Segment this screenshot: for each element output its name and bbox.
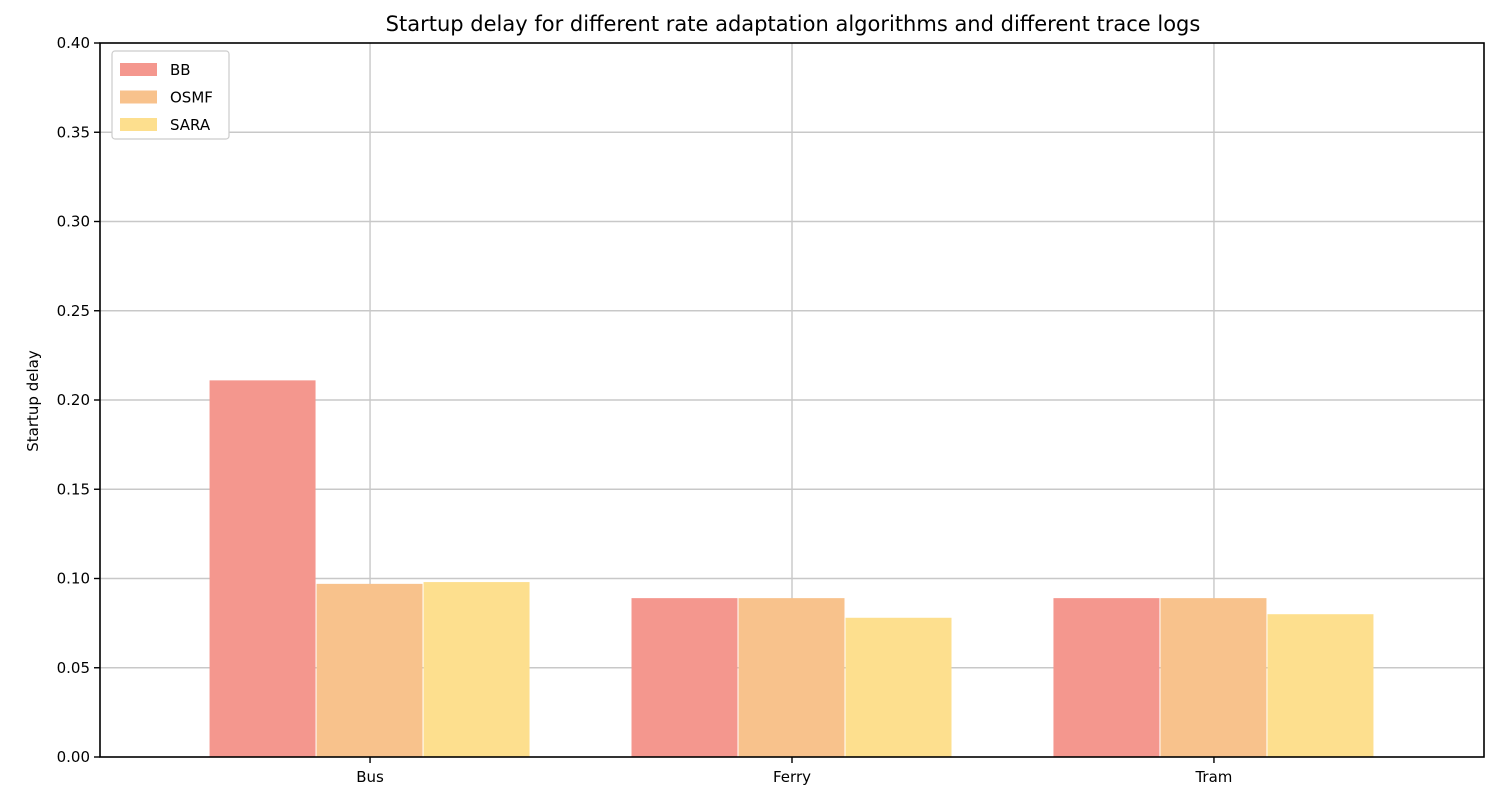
legend-label-bb: BB [170,61,191,79]
bar-bb-bus [209,380,316,757]
bar-bb-tram [1053,598,1160,757]
x-tick-label: Ferry [773,768,811,786]
legend-label-osmf: OSMF [170,89,213,107]
y-tick-label: 0.25 [57,302,90,320]
y-tick-label: 0.35 [57,123,90,141]
y-tick-label: 0.30 [57,213,90,231]
legend-swatch-sara [120,118,157,131]
bar-sara-tram [1267,614,1374,757]
y-tick-label: 0.15 [57,480,90,498]
axis-ticks: 0.00 0.05 0.10 0.15 0.20 0.25 0.30 0.35 0.40 Bus F… [57,34,1233,786]
bar-osmf-bus [316,583,423,757]
legend-label-sara: SARA [170,116,211,134]
y-tick-label: 0.00 [57,748,90,766]
bar-sara-bus [423,582,530,757]
bar-sara-ferry [845,617,952,757]
legend-swatch-bb [120,63,157,76]
y-tick-label: 0.40 [57,34,90,52]
x-tick-label: Bus [356,768,384,786]
y-tick-label: 0.05 [57,659,90,677]
bar-osmf-tram [1160,598,1267,757]
y-tick-label: 0.20 [57,391,90,409]
y-tick-label: 0.10 [57,570,90,588]
x-tick-label: Tram [1194,768,1232,786]
chart-title: Startup delay for different rate adaptat… [386,12,1201,36]
bars [209,380,1374,757]
bar-osmf-ferry [738,598,845,757]
legend-swatch-osmf [120,90,157,104]
bar-bb-ferry [631,598,738,757]
legend: BB OSMF SARA [111,50,230,140]
y-axis-label: Startup delay [24,350,42,452]
